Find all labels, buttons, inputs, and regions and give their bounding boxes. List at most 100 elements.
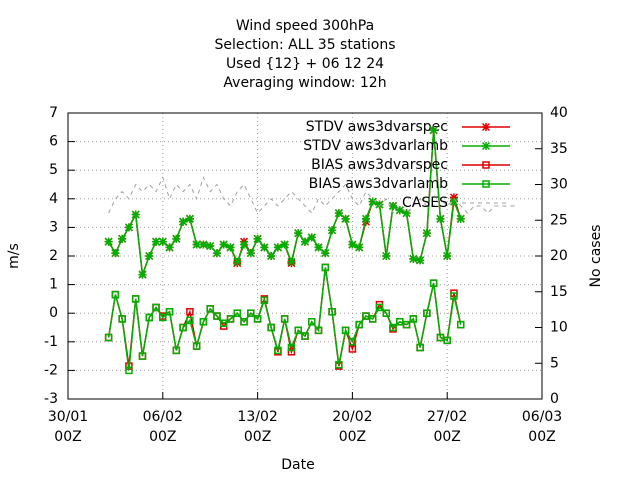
point (314, 243, 323, 252)
legend-label: STDV aws3dvarspec (306, 119, 448, 135)
y2-tick-label: 5 (550, 355, 559, 371)
y-tick-label: 7 (49, 105, 58, 121)
point (348, 345, 357, 353)
legend-marker (481, 122, 491, 132)
point (185, 214, 194, 223)
point (389, 323, 397, 332)
point (273, 243, 282, 252)
plot-border (67, 112, 543, 400)
point (416, 256, 425, 265)
point (165, 243, 174, 252)
point (429, 126, 438, 135)
point (314, 326, 323, 335)
point (233, 309, 242, 317)
point (321, 249, 330, 258)
point (355, 320, 363, 329)
y-tick-label: 1 (49, 277, 58, 293)
y-tick-label: 0 (49, 305, 58, 321)
point (260, 296, 269, 305)
point (307, 233, 316, 242)
point (449, 193, 459, 202)
point (382, 251, 391, 261)
point (409, 315, 418, 323)
point (124, 223, 133, 232)
point (382, 309, 391, 317)
point (301, 332, 309, 340)
point (104, 333, 113, 342)
point (267, 251, 276, 261)
point (199, 318, 208, 326)
point (443, 336, 451, 345)
point (362, 312, 370, 320)
point (436, 333, 445, 342)
x-axis-label: Date (281, 457, 314, 473)
legend-label: CASES (402, 195, 448, 211)
point (233, 257, 242, 266)
point (199, 240, 208, 249)
legend-label: BIAS aws3dvarspec (311, 157, 448, 173)
y-tick-label: -3 (44, 391, 58, 407)
point (246, 249, 255, 258)
point (287, 257, 296, 266)
point (152, 303, 160, 312)
y2-tick-label: 10 (550, 320, 568, 336)
point (111, 290, 120, 299)
point (213, 312, 221, 320)
point (186, 308, 194, 316)
chart-title: Selection: ALL 35 stations (214, 37, 395, 53)
point (450, 292, 458, 300)
point (443, 251, 452, 261)
point (226, 315, 235, 323)
point (192, 342, 201, 350)
y-tick-label: 3 (49, 219, 58, 235)
point (456, 320, 465, 329)
point (423, 309, 431, 317)
point (274, 346, 282, 355)
point (186, 316, 194, 325)
point (240, 240, 249, 249)
point (260, 243, 269, 252)
y-tick-label: 4 (49, 191, 58, 207)
point (280, 240, 289, 249)
point (449, 197, 459, 206)
point (409, 254, 418, 263)
point (368, 197, 377, 206)
point (138, 352, 147, 360)
point (159, 313, 167, 322)
y2-tick-label: 30 (550, 177, 568, 193)
point (335, 360, 343, 369)
y-tick-label: 2 (49, 248, 58, 264)
y2-tick-label: 0 (550, 391, 559, 407)
point (456, 214, 465, 223)
y2-axis-label: No cases (588, 225, 604, 288)
y2-tick-label: 20 (550, 248, 568, 264)
x-tick-label: 27/02 00Z (427, 409, 467, 445)
point (422, 229, 431, 238)
point (328, 226, 337, 235)
point (267, 323, 275, 332)
chart-title: Averaging window: 12h (223, 75, 386, 91)
legend-marker (481, 141, 491, 151)
chart-title: Used {12} + 06 12 24 (226, 56, 384, 72)
point (172, 346, 181, 355)
point (165, 308, 174, 316)
point (145, 313, 154, 322)
point (212, 249, 222, 258)
point (341, 326, 350, 335)
point (375, 200, 384, 209)
point (179, 323, 187, 332)
y2-tick-label: 25 (550, 212, 568, 228)
point (348, 338, 357, 346)
point (416, 343, 424, 352)
point (206, 241, 215, 251)
point (395, 206, 404, 215)
point (138, 270, 147, 279)
point (125, 366, 133, 375)
point (388, 201, 398, 210)
legend-marker (482, 180, 490, 188)
point (294, 326, 302, 335)
point (219, 240, 228, 249)
point (158, 237, 167, 246)
title-block: Wind speed 300hPa Selection: ALL 35 stati… (214, 18, 395, 91)
